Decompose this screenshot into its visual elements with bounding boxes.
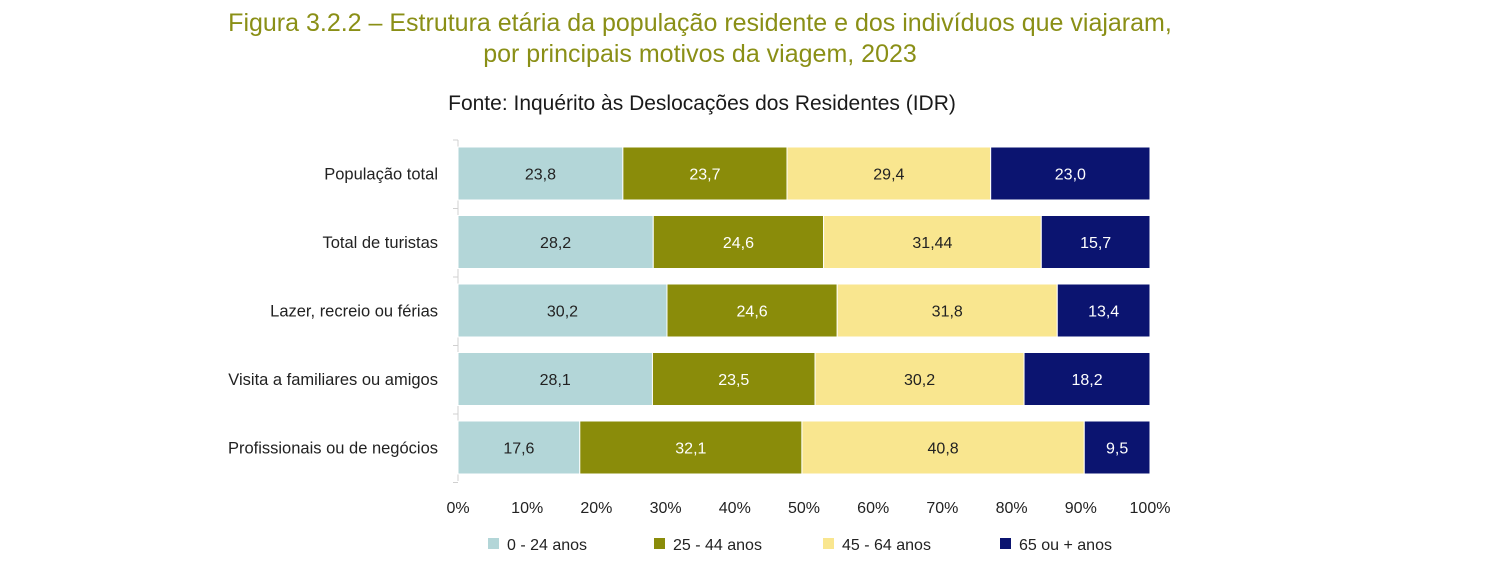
data-label: 23,8 [525, 167, 556, 184]
legend-swatch [1000, 538, 1011, 549]
data-label: 31,8 [932, 304, 963, 321]
category-label: Total de turistas [322, 234, 438, 252]
x-tick-label: 50% [788, 500, 820, 517]
bar-segment [622, 146, 788, 201]
bar-segment [1023, 352, 1151, 406]
bar-segment [1040, 215, 1151, 269]
data-label: 9,5 [1106, 441, 1128, 458]
category-label: Visita a familiares ou amigos [228, 371, 438, 389]
x-tick-label: 90% [1065, 500, 1097, 517]
legend-label: 65 ou + anos [1019, 537, 1112, 554]
x-tick-label: 30% [650, 500, 682, 517]
data-label: 30,2 [547, 304, 578, 321]
x-tick-label: 0% [446, 500, 469, 517]
data-label: 28,2 [540, 235, 571, 252]
data-label: 40,8 [928, 441, 959, 458]
bar-segment [1056, 283, 1151, 338]
x-tick-label: 40% [719, 500, 751, 517]
legend-label: 0 - 24 anos [507, 537, 587, 554]
category-label: Lazer, recreio ou férias [270, 303, 438, 321]
data-label: 23,0 [1055, 167, 1086, 184]
bar-segment [652, 215, 825, 269]
bar-segment [457, 283, 668, 338]
x-tick-label: 70% [926, 500, 958, 517]
x-tick-label: 100% [1130, 500, 1171, 517]
data-label: 23,7 [689, 167, 720, 184]
x-tick-label: 60% [857, 500, 889, 517]
bar-segment [666, 283, 838, 338]
data-label: 24,6 [737, 304, 768, 321]
bar-segment [786, 146, 992, 201]
category-label: Profissionais ou de negócios [228, 440, 438, 458]
bar-segment [823, 215, 1042, 269]
bar-segment [1083, 420, 1151, 475]
data-label: 30,2 [904, 372, 935, 389]
x-tick-label: 20% [580, 500, 612, 517]
data-label: 32,1 [675, 441, 706, 458]
bar-segment [457, 215, 654, 269]
legend-label: 45 - 64 anos [842, 537, 931, 554]
data-label: 17,6 [503, 441, 534, 458]
legend-swatch [823, 538, 834, 549]
data-label: 23,5 [718, 372, 749, 389]
data-label: 29,4 [873, 167, 904, 184]
chart-subtitle: Fonte: Inquérito às Deslocações dos Resi… [448, 92, 956, 115]
bar-segment [814, 352, 1025, 406]
bar-segment [990, 146, 1151, 201]
x-tick-label: 10% [511, 500, 543, 517]
chart-title: Figura 3.2.2 – Estrutura etária da popul… [0, 8, 1400, 70]
data-label: 24,6 [723, 235, 754, 252]
chart-title-line-1: Figura 3.2.2 – Estrutura etária da popul… [228, 9, 1172, 37]
legend-swatch [488, 538, 499, 549]
bar-segment [801, 420, 1085, 475]
x-tick-label: 80% [996, 500, 1028, 517]
data-label: 28,1 [540, 372, 571, 389]
data-label: 31,44 [912, 235, 952, 252]
bar-segment [836, 283, 1058, 338]
chart-title-line-2: por principais motivos da viagem, 2023 [483, 40, 917, 68]
data-label: 13,4 [1088, 304, 1119, 321]
data-label: 18,2 [1071, 372, 1102, 389]
legend-swatch [654, 538, 665, 549]
legend-label: 25 - 44 anos [673, 537, 762, 554]
data-label: 15,7 [1080, 235, 1111, 252]
category-label: População total [324, 166, 438, 184]
